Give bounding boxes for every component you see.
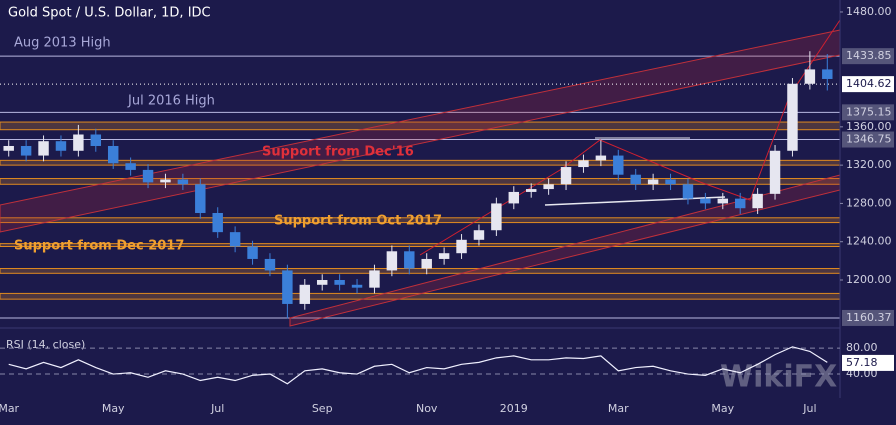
y-tick-box: [842, 104, 894, 121]
y-tick-label: 1320.00: [846, 158, 892, 171]
candle-body: [647, 179, 659, 185]
rsi-current-box: [842, 354, 894, 371]
candle-body: [142, 169, 154, 183]
candle-body: [316, 280, 328, 285]
annotation: Support from Oct 2017: [274, 214, 442, 229]
y-tick-label: 1480.00: [846, 5, 892, 18]
x-tick-label: Jul: [802, 402, 816, 415]
candle-body: [560, 167, 572, 185]
x-tick-label: Mar: [608, 402, 629, 415]
resistance-line: [544, 196, 726, 206]
annotation: Support from Dec 2017: [14, 239, 184, 254]
candle-body: [264, 258, 276, 271]
y-tick-box: [842, 131, 894, 148]
candle-body: [769, 150, 781, 194]
candle-body: [334, 280, 345, 285]
candle-body: [3, 145, 14, 151]
candle-body: [107, 145, 119, 164]
candle-body: [177, 179, 189, 185]
x-tick-label: Sep: [312, 402, 333, 415]
x-tick-label: Jul: [210, 402, 224, 415]
candle-body: [160, 179, 171, 183]
candle-body: [90, 134, 102, 146]
support-band: [0, 268, 841, 274]
candle-body: [386, 251, 398, 271]
y-tick-label: 1360.00: [846, 120, 892, 133]
rsi-title: RSI (14, close): [6, 338, 85, 351]
candle-body: [595, 155, 607, 161]
rsi-tick-label: 80.00: [846, 341, 878, 354]
candle-body: [212, 212, 223, 233]
candle-body: [787, 83, 798, 151]
candle-body: [456, 239, 467, 254]
candle-body: [247, 246, 258, 259]
candle-body: [351, 284, 363, 288]
candle-body: [404, 251, 415, 269]
annotation: Jul 2016 High: [127, 94, 215, 109]
candle-body: [630, 174, 641, 185]
candle-body: [804, 69, 816, 84]
x-tick-label: May: [102, 402, 125, 415]
candle-body: [525, 189, 537, 192]
candle-body: [369, 270, 380, 288]
candle-body: [421, 258, 432, 269]
watermark: WikiFX: [720, 360, 837, 395]
annotation: Support from Dec'16: [262, 145, 414, 160]
candle-body: [229, 232, 241, 247]
chart-title: Gold Spot / U.S. Dollar, 1D, IDC: [8, 6, 211, 21]
y-tick-label: 1200.00: [846, 273, 892, 286]
rsi-current-label: 57.18: [846, 356, 878, 369]
candle-body: [491, 203, 502, 231]
candle-body: [822, 69, 833, 79]
y-tick-label: 1280.00: [846, 196, 892, 209]
x-tick-label: 2019: [500, 402, 528, 415]
y-tick-label: 1346.75: [846, 133, 892, 146]
annotation: Aug 2013 High: [14, 36, 111, 51]
candle-body: [73, 134, 84, 151]
candle-body: [734, 198, 746, 209]
candle-body: [438, 253, 450, 259]
y-tick-label: 1433.85: [846, 49, 892, 62]
x-tick-label: Nov: [416, 402, 438, 415]
y-tick-label: 1160.37: [846, 311, 892, 324]
candle-body: [55, 141, 67, 151]
x-tick-label: Mar: [0, 402, 20, 415]
current-price-box: [842, 76, 894, 93]
candle-body: [282, 270, 293, 304]
current-price-label: 1404.62: [846, 77, 892, 90]
candle-body: [125, 163, 136, 170]
candle-body: [508, 191, 520, 204]
rsi-line: [8, 346, 828, 385]
candle-body: [543, 184, 554, 190]
candle-body: [38, 141, 49, 156]
candle-body: [665, 179, 676, 185]
y-tick-box: [842, 48, 894, 65]
candle-body: [682, 184, 694, 199]
candle-body: [613, 155, 624, 175]
candle-body: [20, 145, 32, 156]
candle-body: [473, 230, 485, 240]
y-tick-label: 1375.15: [846, 105, 892, 118]
x-tick-label: May: [711, 402, 734, 415]
candle-body: [299, 284, 311, 304]
candle-body: [717, 198, 729, 204]
y-tick-label: 1240.00: [846, 235, 892, 248]
candle-body: [700, 198, 711, 204]
candle-body: [578, 160, 589, 168]
candle-body: [752, 193, 763, 209]
y-tick-box: [842, 309, 894, 326]
candle-body: [195, 184, 206, 213]
